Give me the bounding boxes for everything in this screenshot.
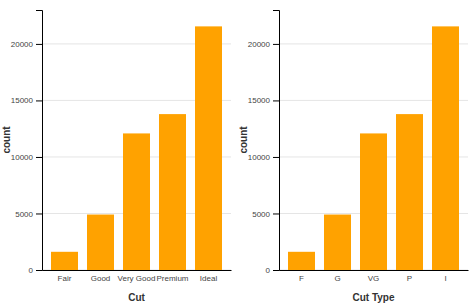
y-axis: 0 5000 10000 15000 20000	[11, 11, 43, 276]
x-tick: Good	[91, 274, 111, 283]
y-axis-title: count	[238, 126, 249, 154]
x-tick: Ideal	[200, 274, 218, 283]
x-tick-label: Premium	[156, 274, 188, 283]
x-axis-title: Cut	[128, 292, 145, 303]
x-tick-label: Good	[91, 274, 111, 283]
x-tick-label: P	[407, 274, 412, 283]
y-tick: 0	[266, 266, 279, 275]
bar	[432, 26, 459, 270]
x-tick-label: F	[299, 274, 304, 283]
x-tick: VG	[368, 274, 380, 283]
y-tick-label: 15000	[11, 96, 34, 105]
y-tick-label: 5000	[252, 210, 270, 219]
y-tick-label: 0	[29, 266, 34, 275]
x-tick: G	[334, 274, 340, 283]
y-tick-mark	[273, 157, 279, 158]
bars	[51, 26, 222, 270]
panel: Fair Good Very GoodPremium Ideal 0 5000 10000 1…	[1, 11, 232, 304]
y-tick: 20000	[11, 40, 42, 49]
bar	[123, 133, 150, 270]
bar	[195, 26, 222, 270]
bar	[324, 215, 351, 270]
x-axis: F G VG P I	[280, 271, 469, 283]
y-tick-mark	[273, 270, 279, 271]
y-tick-label: 15000	[248, 96, 271, 105]
y-tick-mark	[36, 44, 42, 45]
x-axis: Fair Good Very GoodPremium Ideal	[43, 271, 232, 283]
x-axis-line	[43, 270, 232, 271]
x-axis-title: Cut Type	[352, 292, 394, 303]
x-tick-label: Fair	[58, 274, 72, 283]
x-tick: F	[299, 274, 304, 283]
y-tick-mark	[36, 157, 42, 158]
y-tick: 15000	[11, 96, 42, 105]
bars	[288, 26, 459, 270]
x-tick-label: I	[444, 274, 446, 283]
y-tick-mark	[36, 213, 42, 214]
y-axis-title: count	[1, 126, 12, 154]
panel: F G VG P I 0 5000 10000 15000 20000 Cut Type count	[238, 11, 469, 304]
y-tick: 10000	[11, 153, 42, 162]
x-tick: Fair	[58, 274, 72, 283]
x-tick-label: Very Good	[118, 274, 156, 283]
y-tick-label: 5000	[15, 210, 33, 219]
y-tick-mark	[36, 100, 42, 101]
y-tick: 0	[29, 266, 42, 275]
y-tick: 15000	[248, 96, 279, 105]
bar	[159, 114, 186, 270]
bar	[288, 252, 315, 270]
y-tick-label: 0	[266, 266, 271, 275]
bar	[51, 252, 78, 270]
y-tick: 20000	[248, 40, 279, 49]
x-tick-label: Ideal	[200, 274, 218, 283]
y-tick: 10000	[248, 153, 279, 162]
bar	[396, 114, 423, 270]
bar	[360, 133, 387, 270]
x-tick: Very Good	[118, 274, 156, 283]
y-tick-mark	[36, 270, 42, 271]
y-axis-line	[36, 11, 43, 271]
y-tick-label: 20000	[11, 40, 34, 49]
y-tick-label: 10000	[11, 153, 34, 162]
y-tick-mark	[273, 100, 279, 101]
y-tick-mark	[273, 44, 279, 45]
x-axis-line	[280, 270, 469, 271]
chart: Fair Good Very GoodPremium Ideal 0 5000 10000 1…	[0, 0, 474, 308]
y-tick-label: 10000	[248, 153, 271, 162]
x-tick-label: VG	[368, 274, 380, 283]
x-tick-label: G	[334, 274, 340, 283]
y-tick: 5000	[15, 210, 42, 219]
y-axis-line	[273, 11, 280, 271]
y-tick: 5000	[252, 210, 279, 219]
x-tick: I	[444, 274, 446, 283]
bar	[87, 215, 114, 270]
x-tick: Premium	[156, 274, 188, 283]
y-axis: 0 5000 10000 15000 20000	[248, 11, 280, 276]
y-tick-label: 20000	[248, 40, 271, 49]
y-tick-mark	[273, 213, 279, 214]
x-tick: P	[407, 274, 412, 283]
